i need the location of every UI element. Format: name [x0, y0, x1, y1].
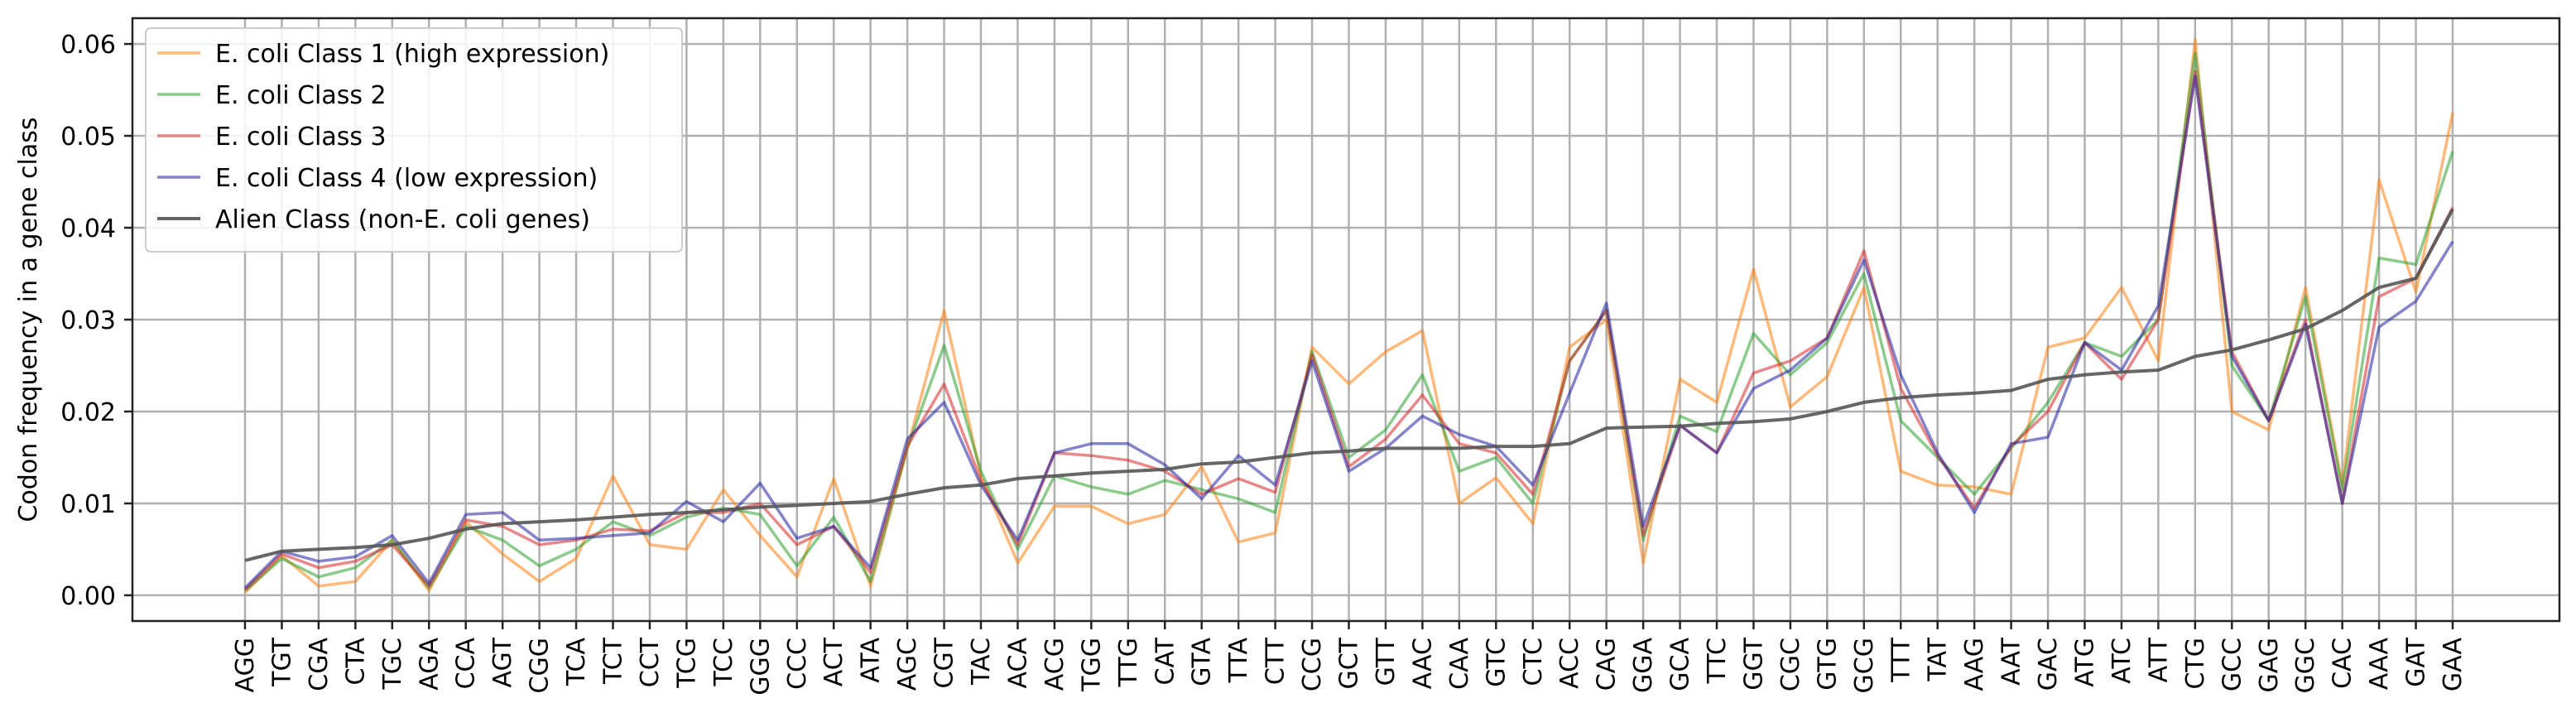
x-tick-label: TGC [378, 638, 407, 691]
x-tick-label: AGA [415, 638, 444, 691]
x-tick-label: CCC [783, 638, 812, 690]
x-tick-label: ATG [2071, 638, 2100, 687]
y-tick-label: 0.00 [60, 582, 116, 611]
y-tick-label: 0.01 [60, 490, 116, 519]
legend-label: E. coli Class 1 (high expression) [215, 40, 609, 69]
series-line-5 [244, 208, 2454, 562]
x-tick-label: CCT [636, 637, 665, 687]
legend-label: E. coli Class 3 [215, 123, 387, 152]
x-tick-label: AGC [893, 638, 922, 691]
x-tick-label: CTT [1262, 637, 1290, 685]
x-tick-label: TTA [1224, 638, 1253, 684]
x-tick-label: GGG [746, 638, 775, 696]
x-tick-label: CAC [2328, 638, 2357, 689]
x-tick-label: TCC [709, 638, 738, 686]
series-line-1 [243, 37, 2454, 594]
x-tick-label: ATA [857, 638, 886, 683]
legend-label: E. coli Class 2 [215, 81, 387, 110]
x-tick-label: AAC [1408, 638, 1437, 689]
x-tick-label: CAA [1445, 638, 1474, 690]
x-tick-label: CGA [305, 638, 334, 691]
x-tick-label: GCT [1335, 637, 1364, 689]
x-tick-label: AGG [231, 638, 260, 693]
y-axis-label: Codon frequency in a gene class [14, 117, 43, 522]
x-tick-label: GCC [2218, 638, 2247, 691]
x-tick-label: GAT [2402, 637, 2431, 686]
x-tick-label: CGC [1776, 638, 1805, 691]
x-tick-label: AAA [2365, 638, 2394, 691]
legend-box [145, 27, 683, 253]
x-tick-label: GTG [1813, 638, 1842, 691]
x-tick-label: AAT [1997, 637, 2026, 686]
x-tick-label: ACC [1555, 638, 1584, 689]
x-tick-label: GGA [1629, 638, 1658, 693]
y-tick-label: 0.04 [60, 214, 116, 243]
x-tick-label: GAC [2034, 638, 2063, 691]
x-tick-label: GCA [1666, 638, 1695, 691]
x-tick-label: TCT [599, 637, 628, 685]
x-tick-label: TAC [967, 638, 996, 686]
x-tick-label: CTA [341, 638, 370, 686]
x-tick-label: CGG [526, 638, 555, 693]
legend: E. coli Class 1 (high expression) E. coli… [145, 27, 683, 253]
x-tick-label: GTC [1482, 638, 1511, 687]
x-tick-label: CAT [1151, 637, 1180, 685]
x-tick-label: GAA [2439, 638, 2468, 692]
x-tick-label: CTC [1519, 638, 1548, 686]
x-tick-label: ACG [1040, 638, 1069, 691]
x-tick-label: CGT [930, 637, 959, 688]
x-tick-label: CCA [452, 638, 481, 690]
y-axis-ticks: 0.00 0.01 0.02 0.03 0.04 0.05 0.06 [60, 31, 132, 611]
x-tick-label: TTC [1703, 638, 1732, 684]
x-tick-label: GGC [2291, 638, 2320, 693]
x-tick-label: ACA [1003, 638, 1032, 689]
series-lines [243, 37, 2454, 594]
series-line-4 [243, 75, 2454, 590]
x-tick-label: GCG [1850, 638, 1879, 693]
x-tick-label: AAG [1960, 638, 1989, 691]
x-tick-label: GTA [1188, 638, 1217, 686]
x-tick-label: GTT [1372, 637, 1401, 686]
x-tick-label: GAG [2255, 638, 2284, 693]
x-tick-label: TGT [267, 637, 296, 687]
x-tick-label: TTT [1886, 637, 1915, 683]
x-tick-label: GGT [1739, 637, 1768, 690]
x-tick-label: TCA [562, 638, 591, 687]
x-tick-label: ATT [2144, 637, 2173, 682]
x-tick-label: TTG [1114, 638, 1143, 687]
x-tick-label: ATC [2107, 638, 2136, 684]
x-axis-ticks: AGG TGT CGA CTA TGC AGA CCA AGT CGG TCA TCT CCT TCG T… [231, 621, 2468, 696]
y-tick-label: 0.02 [60, 398, 116, 427]
y-tick-label: 0.06 [60, 31, 116, 60]
y-tick-label: 0.05 [60, 123, 116, 152]
x-tick-label: TCG [672, 638, 701, 689]
x-tick-label: CTG [2181, 638, 2210, 690]
x-tick-label: CAG [1593, 638, 1622, 691]
y-tick-label: 0.03 [60, 306, 116, 335]
legend-label: Alien Class (non-E. coli genes) [215, 205, 590, 234]
x-tick-label: CCG [1298, 638, 1327, 691]
x-tick-label: AGT [488, 637, 517, 687]
x-tick-label: TAT [1924, 637, 1953, 681]
legend-label: E. coli Class 4 (low expression) [215, 164, 598, 193]
x-tick-label: ACT [819, 637, 848, 686]
x-tick-label: TGG [1077, 638, 1106, 692]
